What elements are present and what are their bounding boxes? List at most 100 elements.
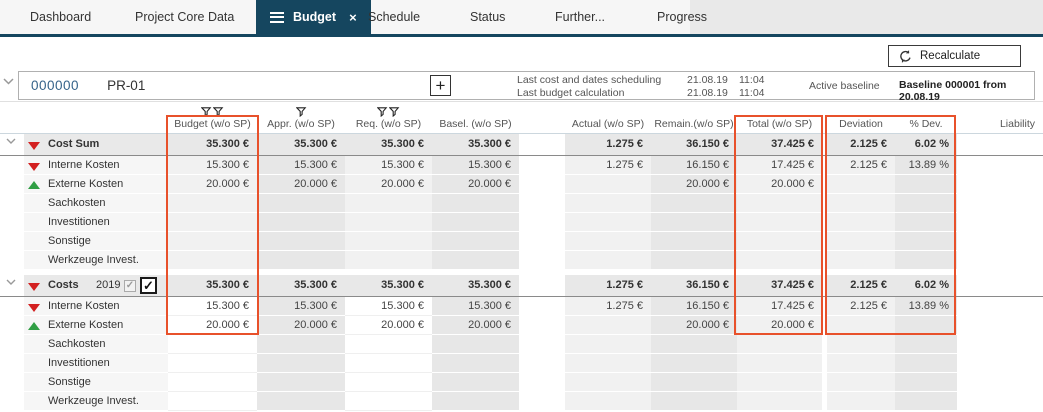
filter-cell-req	[345, 104, 432, 117]
group-label: Cost Sum	[48, 138, 100, 150]
cell-deviation: 2.125 €	[827, 134, 895, 156]
column-header-budget[interactable]: Budget (w/o SP)	[174, 118, 251, 130]
cell-basel: 15.300 €	[432, 297, 519, 316]
cell-budget	[168, 251, 257, 270]
cell-pdev: 6.02 %	[895, 134, 957, 156]
column-gap	[519, 297, 565, 316]
cell-pdev: 6.02 %	[895, 275, 957, 297]
cell-appr: 20.000 €	[257, 316, 345, 335]
group-header-row[interactable]: Costs 2019 ✓ ✓ 35.300 €35.300 €35.300 €35.30…	[0, 275, 1043, 297]
cell-req[interactable]	[345, 392, 432, 411]
cell-remain	[651, 373, 737, 392]
column-header-basel[interactable]: Basel. (w/o SP)	[439, 118, 512, 130]
table-row: Externe Kosten 20.000 €20.000 €20.000 €20…	[0, 316, 1043, 335]
column-header-remain[interactable]: Remain.(w/o SP)	[654, 118, 734, 130]
column-gap	[822, 392, 830, 411]
active-baseline-label: Active baseline	[809, 80, 880, 92]
cell-budget: 35.300 €	[168, 134, 257, 156]
cell-total	[737, 373, 822, 392]
cell-liability	[957, 392, 1043, 411]
cell-appr	[257, 251, 345, 270]
project-number: 000000	[31, 78, 80, 93]
column-header-req[interactable]: Req. (w/o SP)	[355, 118, 422, 130]
column-header-pdev[interactable]: % Dev.	[909, 118, 943, 130]
filter-funnel-icon[interactable]	[201, 107, 212, 117]
project-info-block: Last cost and dates scheduling 21.08.19 …	[517, 74, 779, 99]
column-header-liability[interactable]: Liability	[999, 118, 1035, 130]
row-label: Externe Kosten	[48, 319, 124, 331]
cell-total: 17.425 €	[737, 156, 822, 175]
tab-close-icon[interactable]: ×	[349, 9, 357, 25]
filter-spacer	[0, 104, 168, 117]
cell-appr	[257, 194, 345, 213]
column-header-appr[interactable]: Appr. (w/o SP)	[267, 118, 335, 130]
filter-funnel-icon[interactable]	[377, 107, 388, 117]
column-header-actual[interactable]: Actual (w/o SP)	[571, 118, 645, 130]
recalculate-button[interactable]: Recalculate	[888, 45, 1021, 67]
cell-deviation	[827, 213, 895, 232]
cell-deviation	[827, 251, 895, 270]
filter-cell-actual	[565, 104, 651, 117]
info-label: Last budget calculation	[517, 86, 625, 99]
tab-status[interactable]: Status	[470, 10, 506, 24]
group-expand-chevron-icon[interactable]	[6, 279, 16, 285]
hamburger-menu-icon[interactable]	[270, 9, 284, 25]
cell-req	[345, 251, 432, 270]
cell-liability	[957, 354, 1043, 373]
tab-project-core-data[interactable]: Project Core Data	[135, 10, 235, 24]
project-header-row[interactable]: 000000 PR-01 + Last cost and dates sched…	[18, 71, 1035, 103]
column-gap	[822, 335, 830, 354]
table-row: Sonstige	[0, 232, 1043, 251]
tab-dashboard[interactable]: Dashboard	[30, 10, 92, 24]
cell-budget[interactable]	[168, 392, 257, 411]
cell-remain	[651, 232, 737, 251]
project-expand-chevron-icon[interactable]	[3, 78, 14, 85]
group-header-row[interactable]: Cost Sum 35.300 €35.300 €35.300 €35.300 €…	[0, 134, 1043, 156]
cell-req[interactable]: 15.300 €	[345, 297, 432, 316]
group-expand-chevron-icon[interactable]	[6, 138, 16, 144]
cell-actual: 1.275 €	[565, 134, 651, 156]
tab-schedule[interactable]: Schedule	[368, 10, 421, 24]
cell-appr	[257, 392, 345, 411]
cell-actual	[565, 354, 651, 373]
cell-appr	[257, 213, 345, 232]
cell-appr: 15.300 €	[257, 156, 345, 175]
tab-budget-active[interactable]: Budget ×	[256, 0, 371, 34]
cell-basel: 35.300 €	[432, 134, 519, 156]
filter-funnel-icon[interactable]	[389, 107, 400, 117]
tab-further[interactable]: Further...	[555, 10, 606, 24]
cell-req[interactable]	[345, 354, 432, 373]
cell-actual	[565, 335, 651, 354]
column-header-deviation[interactable]: Deviation	[839, 118, 883, 130]
filter-cell-remain	[651, 104, 737, 117]
cell-liability	[957, 297, 1043, 316]
cell-total	[737, 194, 822, 213]
cell-budget[interactable]	[168, 335, 257, 354]
cell-req[interactable]	[345, 373, 432, 392]
tab-progress[interactable]: Progress	[657, 10, 708, 24]
cell-liability	[957, 251, 1043, 270]
table-row: Sachkosten	[0, 335, 1043, 354]
cell-budget[interactable]	[168, 373, 257, 392]
cell-req[interactable]: 20.000 €	[345, 316, 432, 335]
cell-req	[345, 194, 432, 213]
column-filters-row	[0, 104, 1043, 117]
cell-appr: 35.300 €	[257, 134, 345, 156]
column-header-total[interactable]: Total (w/o SP)	[746, 118, 813, 130]
filter-funnel-icon[interactable]	[213, 107, 224, 117]
filter-funnel-icon[interactable]	[295, 107, 307, 117]
column-gap	[519, 156, 565, 175]
cell-total: 37.425 €	[737, 134, 822, 156]
table-row: Interne Kosten 15.300 €15.300 €15.300 €15…	[0, 156, 1043, 175]
year-active-checkbox[interactable]: ✓	[140, 277, 157, 294]
cell-total: 20.000 €	[737, 316, 822, 335]
cell-budget[interactable]: 20.000 €	[168, 316, 257, 335]
cell-budget: 20.000 €	[168, 175, 257, 194]
cell-budget[interactable]	[168, 354, 257, 373]
column-gap	[822, 354, 830, 373]
red-down-triangle-icon	[28, 283, 40, 291]
cell-deviation: 2.125 €	[827, 156, 895, 175]
add-button[interactable]: +	[430, 75, 451, 96]
cell-budget[interactable]: 15.300 €	[168, 297, 257, 316]
cell-req[interactable]	[345, 335, 432, 354]
